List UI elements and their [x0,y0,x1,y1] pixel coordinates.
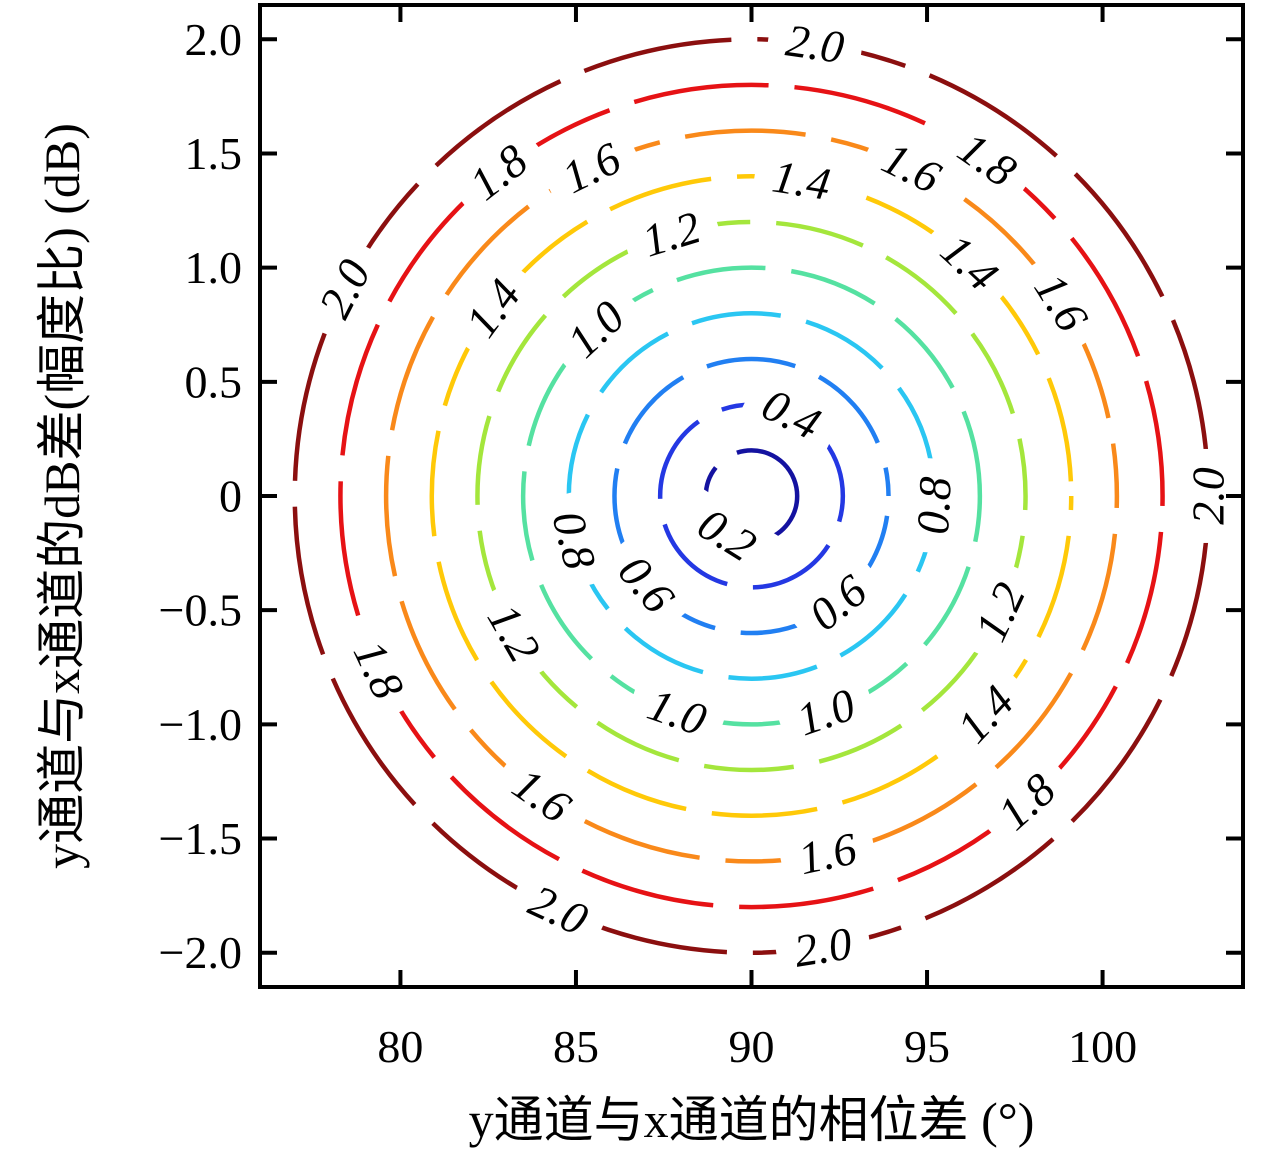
contour-label-box [445,122,552,222]
y-tick-label: −1.0 [159,699,242,750]
y-tick-label: 0.5 [185,356,243,407]
contour-label-box [444,254,542,362]
y-tick-label: −0.5 [159,585,242,636]
y-tick-label: 0 [219,471,242,522]
contour-lines [292,37,1211,955]
contour-label-box [488,747,596,844]
contour-label-1.4: 1.4 [769,151,834,210]
contour-circle-0.8 [566,311,937,681]
x-tick-label: 95 [904,1021,950,1072]
y-tick-label: 1.0 [185,242,243,293]
y-tick-label: 1.5 [185,128,243,179]
contour-label-box [905,457,963,554]
ticks [260,5,1243,987]
x-tick-label: 80 [377,1021,423,1072]
contour-label-box [737,369,846,458]
contour-label-box [751,147,853,214]
contour-label-box [504,866,613,954]
contour-label-box [543,277,648,381]
contour-label-box [1014,248,1109,356]
axes-frame [258,3,1245,989]
contour-labels: 0.20.40.6 0.60.80.81.01.0 1.01.21.2 1.21.41… [300,11,1235,981]
contour-label-1.6: 1.6 [794,822,861,884]
contour-label-box [618,195,724,273]
x-tick-label: 85 [553,1021,599,1072]
contour-label-2.0: 2.0 [783,14,847,73]
contour-label-box [772,672,879,752]
contour-circle-1.4 [429,174,1074,818]
contour-label-box [764,11,866,76]
contour-label-box [933,111,1041,208]
contour-label-box [1182,448,1235,543]
contour-label-2.0: 2.0 [1183,467,1234,525]
contour-label-0.8: 0.8 [907,476,961,536]
contour-circle-1.2 [475,219,1028,773]
contour-label-box [624,672,731,752]
contour-circle-1.0 [520,265,983,727]
contour-label-2.0: 2.0 [791,917,856,976]
contour-label-box [468,579,561,687]
contour-circle-1.8 [338,82,1165,910]
contour-label-box [974,750,1079,853]
contour-label-box [917,211,1022,314]
contour-label-box [596,531,697,637]
x-tick-label: 100 [1068,1021,1137,1072]
contour-label-box [934,661,1037,767]
contour-label-box [784,552,891,653]
contour-label-0.8: 0.8 [543,506,606,574]
contour-label-box [537,123,645,212]
contour-circle-1.6 [383,128,1120,864]
x-tick-label: 90 [729,1021,775,1072]
contour-label-box [673,487,781,582]
y-tick-label: −2.0 [159,927,242,978]
contour-label-box [772,914,874,981]
contour-label-box [956,558,1044,666]
contour-circle-0.6 [612,356,891,636]
contour-label-box [537,488,611,593]
contour-label-box [858,123,966,212]
contour-label-box [335,616,423,724]
contour-label-box [300,234,390,343]
y-tick-label: 2.0 [185,14,243,65]
y-axis-title: y通道与x通道的dB差(幅度比) (dB) [34,123,90,869]
x-axis-title: y通道与x通道的相位差 (°) [469,1092,1035,1148]
contour-label-box [776,818,879,889]
y-tick-label: −1.5 [159,813,242,864]
